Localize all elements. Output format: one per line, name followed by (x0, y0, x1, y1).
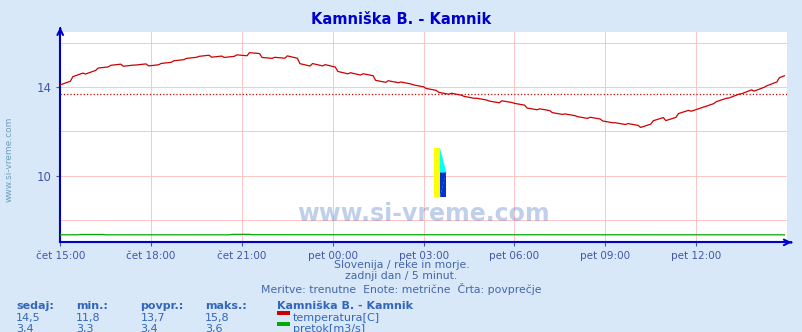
Text: Kamniška B. - Kamnik: Kamniška B. - Kamnik (311, 12, 491, 27)
Polygon shape (439, 172, 446, 197)
Text: 14,5: 14,5 (16, 313, 41, 323)
Text: Slovenija / reke in morje.: Slovenija / reke in morje. (334, 260, 468, 270)
Text: min.:: min.: (76, 301, 108, 311)
Text: www.si-vreme.com: www.si-vreme.com (4, 117, 14, 202)
Text: zadnji dan / 5 minut.: zadnji dan / 5 minut. (345, 271, 457, 281)
Text: 3,6: 3,6 (205, 324, 222, 332)
Text: Kamniška B. - Kamnik: Kamniška B. - Kamnik (277, 301, 412, 311)
Text: 3,3: 3,3 (76, 324, 94, 332)
Text: povpr.:: povpr.: (140, 301, 184, 311)
Text: 15,8: 15,8 (205, 313, 229, 323)
Text: 11,8: 11,8 (76, 313, 101, 323)
Text: maks.:: maks.: (205, 301, 246, 311)
Polygon shape (433, 148, 439, 197)
Text: 3,4: 3,4 (140, 324, 158, 332)
Text: Meritve: trenutne  Enote: metrične  Črta: povprečje: Meritve: trenutne Enote: metrične Črta: … (261, 283, 541, 295)
Text: www.si-vreme.com: www.si-vreme.com (297, 202, 549, 225)
Text: 13,7: 13,7 (140, 313, 165, 323)
Text: pretok[m3/s]: pretok[m3/s] (293, 324, 365, 332)
Polygon shape (439, 172, 446, 197)
Text: temperatura[C]: temperatura[C] (293, 313, 379, 323)
Text: sedaj:: sedaj: (16, 301, 54, 311)
Polygon shape (439, 148, 446, 172)
Text: 3,4: 3,4 (16, 324, 34, 332)
